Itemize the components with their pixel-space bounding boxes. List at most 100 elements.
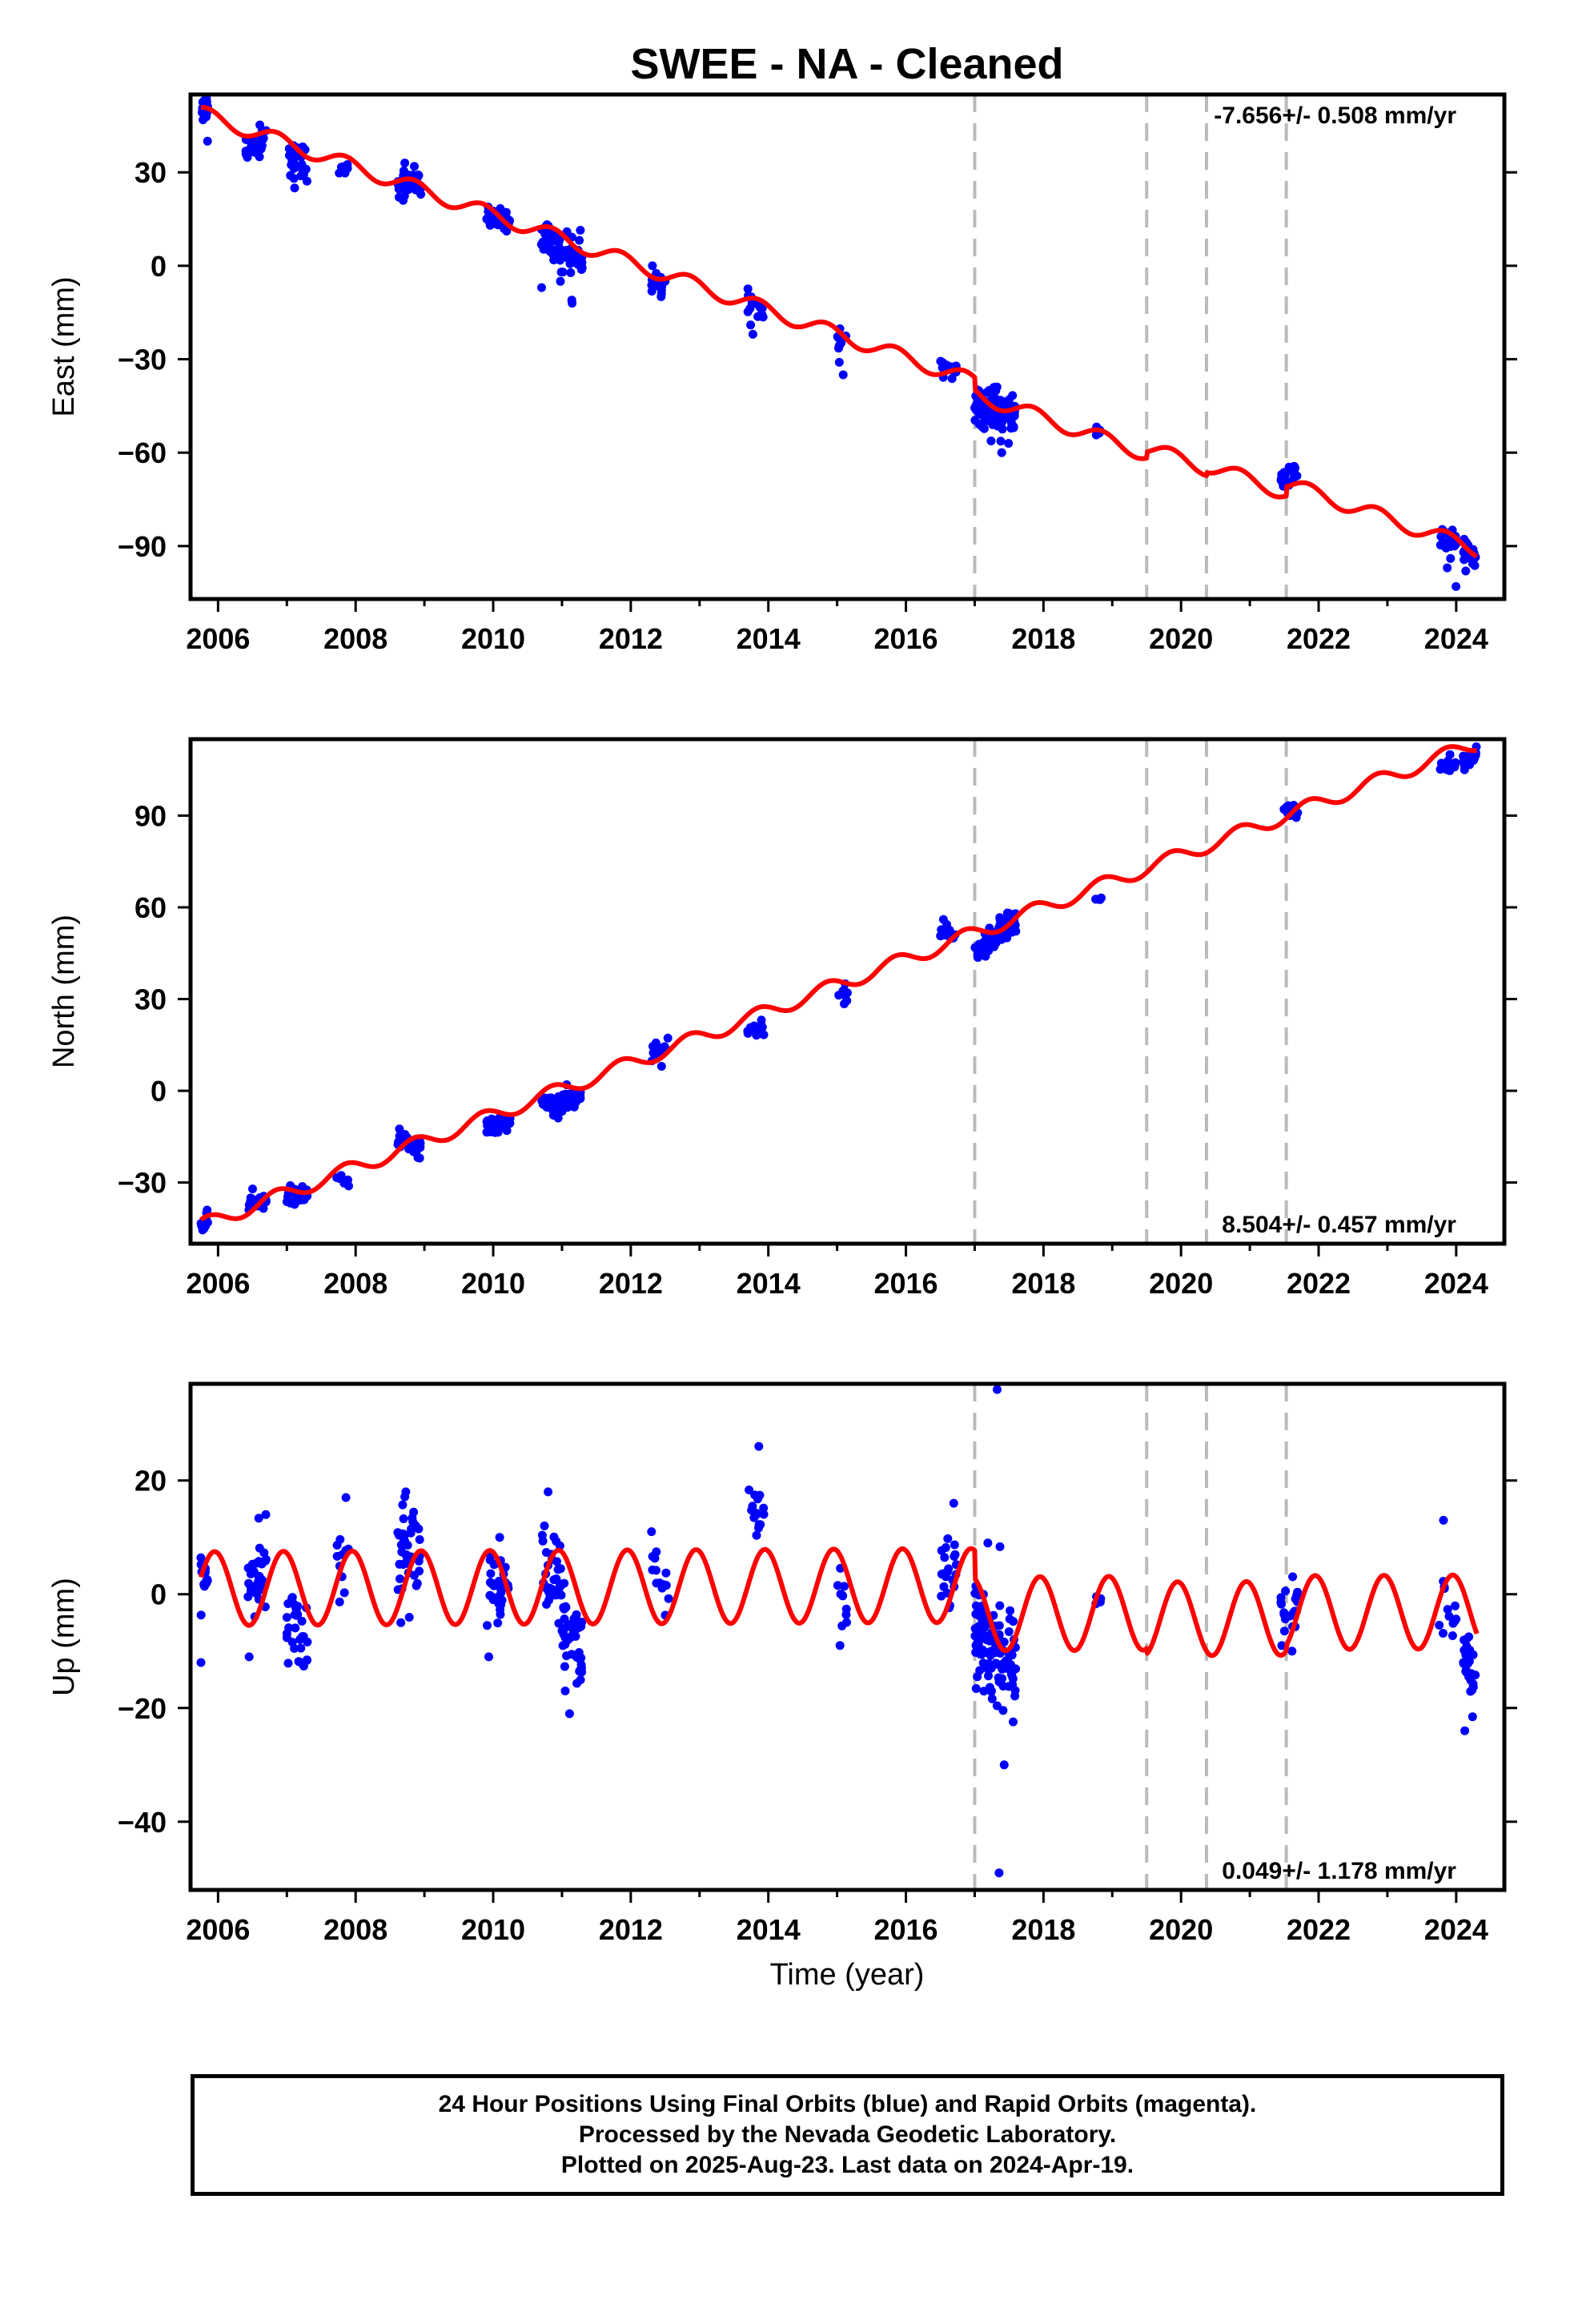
data-point-outlier — [1439, 1515, 1448, 1525]
data-point — [661, 1568, 671, 1578]
data-point — [950, 1540, 959, 1550]
data-point — [1276, 1593, 1286, 1602]
x-tick-label: 2012 — [599, 1913, 663, 1946]
data-point-outlier — [558, 267, 568, 277]
data-point-outlier — [244, 1652, 254, 1662]
data-point — [1004, 1627, 1014, 1636]
data-point — [1467, 1669, 1476, 1679]
data-point-outlier — [1460, 1726, 1470, 1735]
data-point-outlier — [548, 1111, 558, 1120]
data-point — [978, 1659, 988, 1668]
data-point — [547, 1584, 556, 1594]
data-point — [399, 166, 408, 175]
data-point — [485, 1590, 495, 1600]
data-point — [557, 1107, 567, 1116]
data-point-outlier — [838, 370, 848, 380]
chart-title: SWEE - NA - Cleaned — [630, 40, 1063, 88]
x-tick-label: 2006 — [186, 1267, 250, 1300]
x-tick-label: 2006 — [186, 622, 250, 655]
data-point — [1279, 1610, 1289, 1619]
data-point — [1438, 759, 1447, 769]
data-point — [199, 1582, 209, 1591]
y-axis-label-up: Up (mm) — [47, 1578, 81, 1696]
data-point — [842, 996, 852, 1006]
data-point — [838, 1591, 848, 1601]
x-axis-label: Time (year) — [770, 1958, 925, 1992]
x-tick-label: 2008 — [323, 622, 387, 655]
data-point-outlier — [997, 448, 1006, 457]
data-point — [998, 1706, 1008, 1715]
data-point — [248, 1184, 257, 1194]
data-point — [399, 1540, 408, 1550]
model-curve-up — [199, 1546, 1480, 1659]
data-point — [254, 1557, 263, 1566]
data-point — [408, 182, 418, 191]
data-point — [564, 1089, 573, 1099]
data-point — [759, 1503, 769, 1513]
data-point — [996, 436, 1006, 446]
x-tick-label: 2016 — [873, 622, 938, 655]
data-point — [493, 1618, 503, 1628]
data-point — [251, 139, 261, 148]
data-point — [1007, 1651, 1017, 1660]
data-point — [398, 1500, 408, 1510]
data-point — [336, 1171, 346, 1180]
x-tick-label: 2014 — [737, 1913, 801, 1946]
data-points-up — [196, 1385, 1480, 1878]
data-point — [282, 1613, 291, 1622]
data-point — [1293, 1587, 1303, 1597]
x-tick-label: 2010 — [461, 1267, 525, 1300]
data-point-outlier — [203, 1205, 212, 1215]
data-point — [749, 1513, 759, 1522]
data-point — [654, 1043, 664, 1052]
data-point — [1439, 1629, 1447, 1638]
x-tick-label: 2020 — [1149, 1267, 1213, 1300]
y-tick-label: 0 — [151, 1075, 167, 1108]
data-point-outlier — [1443, 563, 1452, 573]
data-point-outlier — [999, 1760, 1009, 1770]
data-point — [196, 1610, 206, 1620]
data-point-outlier — [1009, 423, 1018, 432]
data-point — [560, 1639, 570, 1649]
data-point-outlier — [835, 1641, 845, 1651]
data-point — [1463, 1659, 1472, 1668]
data-point — [1447, 1631, 1457, 1640]
data-point — [410, 1570, 419, 1580]
data-point — [1002, 1664, 1012, 1673]
data-point — [576, 1675, 585, 1685]
data-point — [1007, 927, 1017, 937]
data-point-outlier — [1446, 553, 1456, 563]
data-point — [974, 420, 984, 429]
data-point — [994, 1677, 1004, 1687]
data-point-outlier — [1460, 765, 1469, 774]
data-point — [575, 235, 584, 245]
data-point — [538, 1536, 548, 1546]
y-tick-label: 20 — [135, 1465, 167, 1498]
footer-line-plotted: Plotted on 2025-Aug-23. Last data on 202… — [560, 2152, 1134, 2178]
data-point — [560, 1662, 569, 1671]
x-tick-label: 2008 — [323, 1913, 387, 1946]
data-point-outlier — [485, 220, 495, 230]
y-tick-label: −40 — [118, 1806, 167, 1839]
data-point — [396, 1574, 404, 1583]
x-tick-label: 2016 — [873, 1267, 938, 1300]
x-tick-label: 2022 — [1287, 622, 1351, 655]
y-axis-label-east: East (mm) — [47, 276, 81, 416]
data-point — [301, 164, 311, 174]
data-point — [657, 1581, 667, 1590]
data-point-outlier — [396, 1618, 406, 1627]
data-point — [553, 1565, 563, 1574]
data-point-outlier — [415, 1153, 424, 1163]
data-point — [397, 1547, 407, 1557]
data-point-outlier — [748, 329, 757, 339]
data-point — [416, 190, 426, 199]
data-point — [1447, 761, 1456, 770]
data-point — [254, 1514, 263, 1523]
data-point — [975, 1666, 985, 1675]
data-point — [992, 1701, 1002, 1711]
data-point — [562, 1651, 571, 1661]
data-point — [652, 1547, 661, 1557]
data-point — [576, 1660, 586, 1670]
data-point — [647, 280, 656, 290]
data-point — [971, 1684, 981, 1693]
